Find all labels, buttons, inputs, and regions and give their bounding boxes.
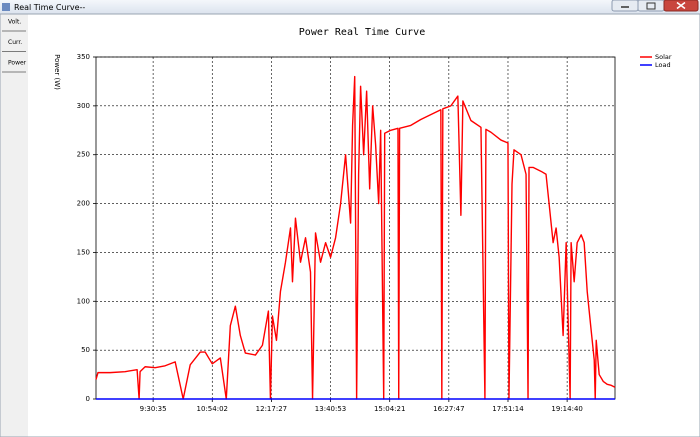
x-tick-label: 16:27:47 <box>433 405 464 413</box>
x-tick-label: 19:14:40 <box>551 405 582 413</box>
maximize-icon <box>646 2 656 10</box>
y-tick-label: 200 <box>77 200 90 208</box>
x-tick-label: 17:51:14 <box>492 405 524 413</box>
x-tick-label: 10:54:02 <box>197 405 228 413</box>
y-axis-label: Power (W) <box>53 54 61 90</box>
minimize-button[interactable] <box>611 0 639 12</box>
window-title: Real Time Curve-- <box>14 3 85 12</box>
series-line <box>95 75 616 400</box>
close-icon <box>676 1 686 10</box>
window-controls[interactable] <box>611 0 699 12</box>
y-tick-label: 50 <box>81 346 90 354</box>
window-border <box>0 13 700 437</box>
legend-label: Solar <box>655 53 672 61</box>
x-tick-label: 15:04:21 <box>374 405 405 413</box>
sidebar-button[interactable]: Power <box>1 55 27 73</box>
y-tick-label: 350 <box>77 53 90 61</box>
y-tick-label: 100 <box>77 297 90 305</box>
title-bar <box>0 0 700 14</box>
button-label[interactable]: Power <box>8 60 27 67</box>
legend-label: Load <box>655 61 671 69</box>
sidebar-button[interactable]: Volt. <box>1 14 27 32</box>
sidebar-button[interactable]: Curr. <box>1 35 27 52</box>
y-tick-label: 300 <box>77 102 90 110</box>
button-label[interactable]: Volt. <box>8 19 21 26</box>
y-tick-label: 150 <box>77 248 90 256</box>
chart-title: Power Real Time Curve <box>299 27 425 38</box>
y-tick-label: 250 <box>77 151 90 159</box>
x-tick-label: 12:17:27 <box>256 405 287 413</box>
y-tick-label: 0 <box>86 395 90 403</box>
x-tick-label: 9:30:35 <box>140 405 167 413</box>
button-label[interactable]: Curr. <box>8 39 22 46</box>
chart: Power Real Time Curve Power (W) 0 50 100 15… <box>53 27 672 413</box>
x-tick-label: 13:40:53 <box>315 405 346 413</box>
sidebar-buttons: Volt. Curr. Power <box>1 14 27 73</box>
sidebar <box>0 14 28 437</box>
app-icon <box>2 3 10 11</box>
